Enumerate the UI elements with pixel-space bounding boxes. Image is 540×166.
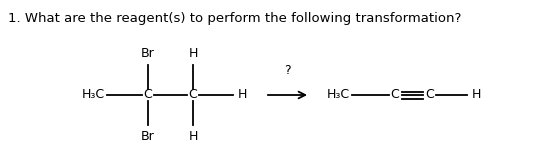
Text: H: H <box>188 130 198 143</box>
Text: H₃C: H₃C <box>82 88 105 101</box>
Text: H: H <box>238 88 247 101</box>
Text: 1. What are the reagent(s) to perform the following transformation?: 1. What are the reagent(s) to perform th… <box>8 12 461 25</box>
Text: C: C <box>188 88 198 101</box>
Text: H: H <box>472 88 481 101</box>
Text: H: H <box>188 47 198 60</box>
Text: H₃C: H₃C <box>327 88 350 101</box>
Text: ?: ? <box>284 64 291 77</box>
Text: C: C <box>426 88 434 101</box>
Text: C: C <box>144 88 152 101</box>
Text: C: C <box>390 88 400 101</box>
Text: Br: Br <box>141 130 155 143</box>
Text: Br: Br <box>141 47 155 60</box>
